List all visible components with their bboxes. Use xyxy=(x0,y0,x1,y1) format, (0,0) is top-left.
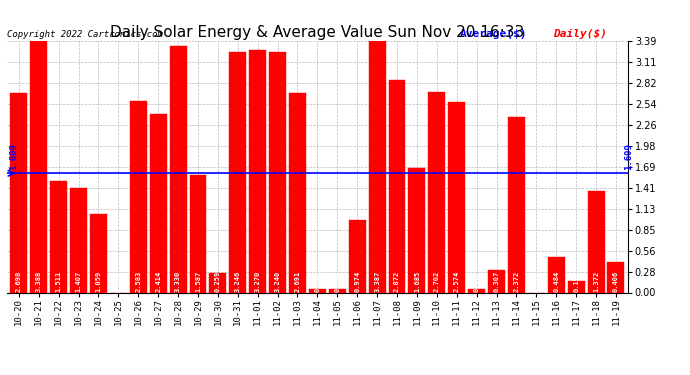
Bar xyxy=(249,50,266,292)
Bar xyxy=(469,289,485,292)
Text: 0.000: 0.000 xyxy=(115,270,121,292)
Text: 0.044: 0.044 xyxy=(334,270,340,292)
Text: 1.609: 1.609 xyxy=(624,143,633,170)
Text: 2.872: 2.872 xyxy=(394,270,400,292)
Text: 1.609: 1.609 xyxy=(9,143,18,170)
Text: 3.388: 3.388 xyxy=(36,270,42,292)
Bar xyxy=(588,191,604,292)
Text: Daily($): Daily($) xyxy=(553,29,607,39)
Bar xyxy=(70,188,87,292)
Text: 2.372: 2.372 xyxy=(513,270,520,292)
Bar xyxy=(150,114,166,292)
Bar xyxy=(508,117,525,292)
Text: 2.583: 2.583 xyxy=(135,270,141,292)
Bar xyxy=(210,273,226,292)
Text: 1.059: 1.059 xyxy=(95,270,101,292)
Text: 0.484: 0.484 xyxy=(553,270,560,292)
Bar xyxy=(548,256,564,292)
Text: 0.406: 0.406 xyxy=(613,270,619,292)
Bar xyxy=(568,281,584,292)
Bar xyxy=(388,80,406,292)
Text: 0.974: 0.974 xyxy=(354,270,360,292)
Text: 1.685: 1.685 xyxy=(414,270,420,292)
Text: 2.691: 2.691 xyxy=(295,270,301,292)
Bar xyxy=(448,102,465,292)
Text: 2.574: 2.574 xyxy=(454,270,460,292)
Text: 2.702: 2.702 xyxy=(434,270,440,292)
Text: 1.511: 1.511 xyxy=(56,270,61,292)
Bar xyxy=(488,270,505,292)
Bar xyxy=(10,93,28,292)
Bar xyxy=(90,214,107,292)
Text: Copyright 2022 Cartronics.com: Copyright 2022 Cartronics.com xyxy=(7,30,163,39)
Bar xyxy=(289,93,306,292)
Bar xyxy=(348,220,366,292)
Text: 1.407: 1.407 xyxy=(75,270,81,292)
Text: 0.000: 0.000 xyxy=(533,270,540,292)
Text: 1.372: 1.372 xyxy=(593,270,599,292)
Text: 2.698: 2.698 xyxy=(16,270,22,292)
Text: 3.246: 3.246 xyxy=(235,270,241,292)
Text: 3.270: 3.270 xyxy=(255,270,261,292)
Text: 2.414: 2.414 xyxy=(155,270,161,292)
Text: 3.330: 3.330 xyxy=(175,270,181,292)
Bar xyxy=(329,289,346,292)
Bar xyxy=(130,101,147,292)
Bar xyxy=(428,92,445,292)
Bar xyxy=(229,52,246,292)
Bar xyxy=(368,42,386,292)
Bar xyxy=(30,41,47,292)
Text: 3.240: 3.240 xyxy=(275,270,281,292)
Text: 0.047: 0.047 xyxy=(473,270,480,292)
Bar xyxy=(50,180,67,292)
Bar xyxy=(408,168,425,292)
Bar xyxy=(309,289,326,292)
Text: 0.150: 0.150 xyxy=(573,270,579,292)
Bar xyxy=(170,46,186,292)
Bar xyxy=(190,175,206,292)
Bar xyxy=(269,53,286,292)
Text: 0.259: 0.259 xyxy=(215,270,221,292)
Text: 0.049: 0.049 xyxy=(315,270,320,292)
Text: Average($): Average($) xyxy=(460,29,528,39)
Bar xyxy=(607,262,624,292)
Text: 1.587: 1.587 xyxy=(195,270,201,292)
Text: 3.387: 3.387 xyxy=(374,270,380,292)
Text: 0.307: 0.307 xyxy=(493,270,500,292)
Title: Daily Solar Energy & Average Value Sun Nov 20 16:33: Daily Solar Energy & Average Value Sun N… xyxy=(110,25,524,40)
